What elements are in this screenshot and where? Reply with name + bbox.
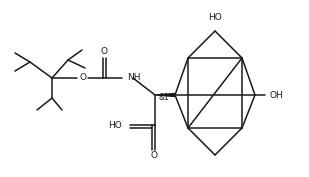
Text: O: O <box>150 152 158 161</box>
Text: OH: OH <box>270 90 284 99</box>
Text: NH: NH <box>127 73 141 82</box>
Text: &1: &1 <box>159 93 170 101</box>
Text: HO: HO <box>208 13 222 22</box>
Text: HO: HO <box>108 121 122 130</box>
Text: O: O <box>79 73 87 82</box>
Text: O: O <box>100 47 108 56</box>
Polygon shape <box>155 93 175 96</box>
